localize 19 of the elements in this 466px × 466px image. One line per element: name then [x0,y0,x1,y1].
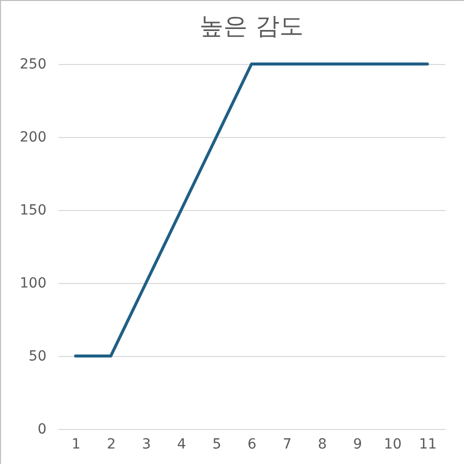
x-tick-label: 6 [248,436,257,452]
x-tick-label: 10 [384,436,402,452]
x-tick-label: 2 [106,436,116,452]
y-tick-label: 200 [20,130,46,146]
y-tick-label: 250 [20,56,46,72]
chart-title: 높은 감도 [200,12,304,40]
line-series [74,62,429,358]
x-tick-label: 3 [142,436,151,452]
x-tick-label: 7 [282,436,292,452]
x-tick-label: 4 [177,436,186,452]
y-tick-label: 50 [28,348,46,364]
x-tick-label: 5 [212,436,222,452]
y-tick-label: 0 [38,422,46,438]
x-tick-label: 8 [318,436,327,452]
x-tick-label: 1 [72,436,81,452]
y-tick-label: 150 [20,202,46,218]
y-tick-label: 100 [20,276,46,292]
x-tick-label: 11 [418,436,437,452]
x-tick-label: 9 [353,436,362,452]
